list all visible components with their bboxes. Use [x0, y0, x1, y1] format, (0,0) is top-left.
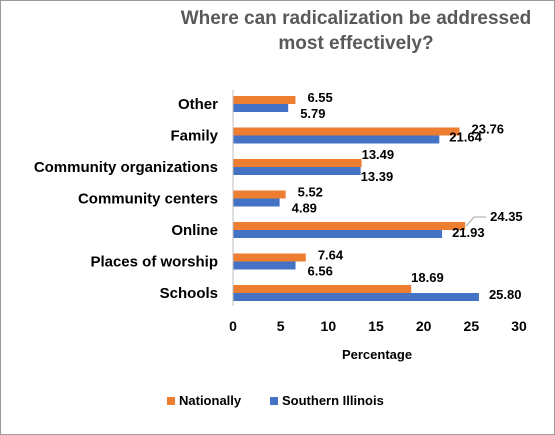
data-label-southern-illinois: 13.39	[361, 169, 394, 184]
data-label-southern-illinois: 25.80	[489, 287, 522, 302]
bar-nationally	[233, 190, 286, 199]
bar-southern-illinois	[233, 293, 479, 301]
bar-nationally	[233, 127, 460, 136]
category-label: Other	[178, 96, 218, 113]
category-label: Family	[170, 128, 218, 145]
bar-southern-illinois	[233, 135, 440, 144]
bar-nationally	[233, 253, 306, 262]
data-label-southern-illinois: 5.79	[300, 106, 325, 121]
category-label: Community organizations	[34, 159, 218, 176]
bar-southern-illinois	[233, 104, 289, 112]
data-label-nationally: 6.55	[307, 90, 332, 105]
data-label-nationally: 7.64	[318, 248, 344, 263]
bar-group	[233, 96, 479, 301]
bar-southern-illinois	[233, 261, 296, 270]
x-tick-label: 0	[229, 318, 237, 334]
bar-nationally	[233, 222, 466, 230]
x-tick-label: 15	[368, 318, 384, 334]
data-label-nationally: 23.76	[472, 122, 505, 137]
legend-entry: Southern Illinois	[282, 393, 384, 408]
legend-entry: Nationally	[179, 393, 242, 408]
data-label-southern-illinois: 21.93	[452, 225, 485, 240]
x-tick-label: 25	[464, 318, 480, 334]
leader-line	[465, 216, 487, 227]
bar-southern-illinois	[233, 198, 280, 207]
x-tick-label: 20	[416, 318, 432, 334]
bar-nationally	[233, 285, 412, 293]
data-label-southern-illinois: 4.89	[292, 201, 317, 216]
x-axis-title: Percentage	[342, 347, 412, 362]
data-label-southern-illinois: 21.64	[449, 130, 482, 145]
bar-southern-illinois	[233, 230, 443, 238]
category-label-group: Other Family Community organizations Commun…	[34, 96, 219, 302]
bar-nationally	[233, 96, 296, 104]
bar-nationally	[233, 159, 362, 167]
legend: Nationally Southern Illinois	[167, 393, 384, 408]
category-label: Places of worship	[90, 254, 218, 271]
bar-southern-illinois	[233, 167, 361, 175]
category-label: Community centers	[78, 191, 218, 208]
legend-swatch	[167, 397, 175, 405]
x-tick-label: 30	[511, 318, 527, 334]
data-label-southern-illinois: 6.56	[308, 264, 333, 279]
tick-label-group: 0 5 10 15 20 25 30	[229, 318, 527, 334]
data-label-nationally: 18.69	[411, 270, 444, 285]
data-label-nationally: 13.49	[362, 147, 395, 162]
chart-title-line-2: most effectively?	[278, 33, 433, 54]
legend-swatch	[270, 397, 278, 405]
data-label-nationally: 24.35	[490, 209, 523, 224]
category-label: Schools	[160, 285, 218, 302]
x-tick-label: 10	[321, 318, 337, 334]
chart-title-line-1: Where can radicalization be addressed	[181, 8, 532, 29]
x-tick-label: 5	[277, 318, 285, 334]
category-label: Online	[171, 222, 218, 239]
data-label-nationally: 5.52	[298, 185, 323, 200]
